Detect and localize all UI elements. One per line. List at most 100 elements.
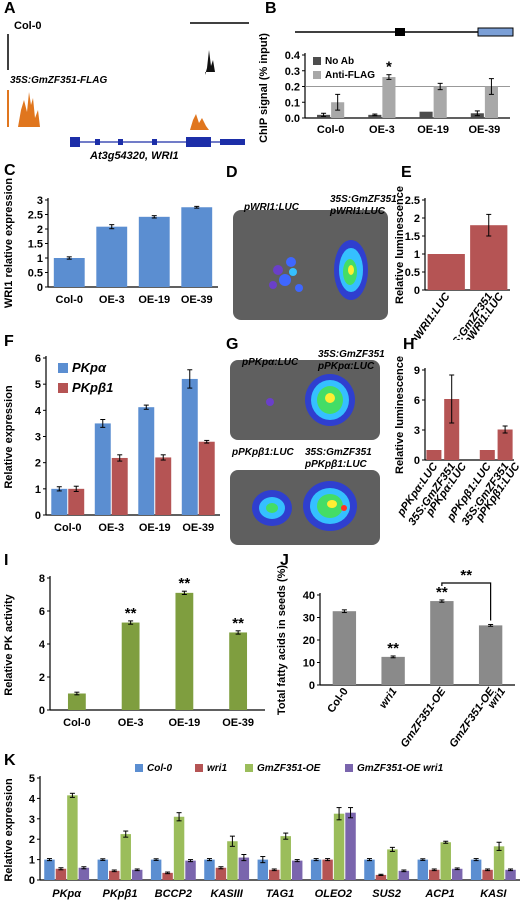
y-tick-label: 0 [35,510,41,522]
x-tick-label: OE-19 [139,522,171,534]
luc-image-g-bottom [230,470,380,545]
y-tick-label: 0.4 [285,50,301,62]
bar [482,869,493,880]
panel-a-tracks [7,22,249,147]
bar [238,857,250,880]
bar [381,656,405,685]
bar [451,868,463,880]
track1-peak [205,50,215,75]
y-tick-label: 10 [303,658,315,670]
bar [427,254,465,290]
x-tick-label: ACP1 [424,888,454,900]
y-axis-label: Relative expression [3,385,15,489]
chart-c: 0 0.5 1 1.5 2 2.5 3 WRI1 relative expression Col… [3,178,218,308]
x-tick-label: wri1 [377,686,399,711]
bar [215,867,227,880]
significance-mark: ** [232,615,244,632]
y-tick-label: 2 [414,213,420,225]
bar [505,869,516,880]
bar [229,632,248,710]
chart-f: 0 1 2 3 4 5 6 Relative expression Col-0 OE-3 OE-19… [3,353,220,534]
legend-swatch [195,764,203,772]
bar [257,859,269,880]
bar [131,869,143,880]
legend-label: wri1 [207,763,227,774]
y-tick-label: 0 [414,455,420,467]
bar [138,407,155,515]
panel-letter-f: F [4,333,14,350]
y-tick-label: 0.0 [285,113,300,125]
x-tick-label: Col-0 [56,294,84,306]
x-tick-label: Col-0 [317,124,345,136]
bar [387,849,398,880]
bar [345,812,356,880]
y-tick-label: 2 [29,834,35,846]
x-tick-label: OE-3 [369,124,395,136]
x-tick-label: OE-39 [181,294,213,306]
y-tick-label: 5 [35,379,41,391]
significance-mark: ** [460,567,472,584]
y-tick-label: 3 [414,425,420,437]
y-tick-label: 0.5 [28,268,43,280]
y-tick-label: 6 [414,395,420,407]
panel-letter-b: B [265,0,277,17]
y-tick-label: 0.2 [285,82,300,94]
y-axis-label: Relative luminescence [394,186,406,304]
y-tick-label: 2 [37,224,43,236]
x-tick-label: OE-3 [99,294,125,306]
x-tick-label: OE-39 [182,522,214,534]
bar [138,216,170,287]
bar [96,226,128,287]
bar [375,874,387,880]
x-tick-label: pWRI1:LUC [408,290,454,340]
y-tick-label: 4 [35,405,42,417]
y-tick-label: 2.5 [405,195,420,207]
gene-exon-3 [118,139,123,145]
y-axis-label: Relative luminescence [394,356,406,474]
legend-swatch [245,764,253,772]
x-tick-label: GmZF351-OE [399,685,449,750]
bar [430,601,454,685]
luc-signal-g-bottom [252,481,357,531]
y-tick-label: 4 [29,793,36,805]
bar [67,795,78,880]
g-top-right-label-1: 35S:GmZF351 [318,349,385,360]
panel-letter-g: G [226,336,239,353]
bar [382,77,396,118]
y-tick-label: 0 [29,875,35,887]
bar [333,813,345,880]
panel-letter-a: A [4,0,16,17]
luc-signal-d [269,240,368,300]
x-tick-label: Col-0 [63,717,91,729]
chart-i: 0 2 4 6 8 Relative PK activity Col-0 OE-3 OE-19 O… [3,573,265,729]
significance-bracket [441,582,492,621]
bar [419,111,433,118]
legend-swatch [345,764,353,772]
bar [94,423,111,515]
x-tick-label: SUS2 [372,888,401,900]
significance-mark: ** [179,575,191,592]
gene-exon-4 [152,139,157,145]
bar [204,859,215,880]
y-tick-label: 0.1 [285,97,300,109]
x-tick-label: OE-19 [138,294,170,306]
gene-exon-2 [95,139,100,145]
y-tick-label: 40 [303,590,315,602]
y-tick-label: 1 [414,249,420,261]
legend-label: No Ab [325,56,354,67]
gene-label: At3g54320, WRI1 [90,150,179,162]
legend-swatch [313,57,321,65]
panel-letter-d: D [226,164,238,181]
x-tick-label: OE-3 [118,717,144,729]
x-tick-label: OE-19 [417,124,449,136]
significance-mark: ** [125,605,137,622]
bar [484,86,498,118]
y-tick-label: 0.3 [285,66,300,78]
d-label-right-1: 35S:GmZF351 [330,194,397,205]
y-tick-label: 30 [303,613,315,625]
bar [280,836,291,880]
bar [493,846,505,880]
bar [444,399,460,460]
bar [120,834,131,880]
bar [440,842,451,880]
